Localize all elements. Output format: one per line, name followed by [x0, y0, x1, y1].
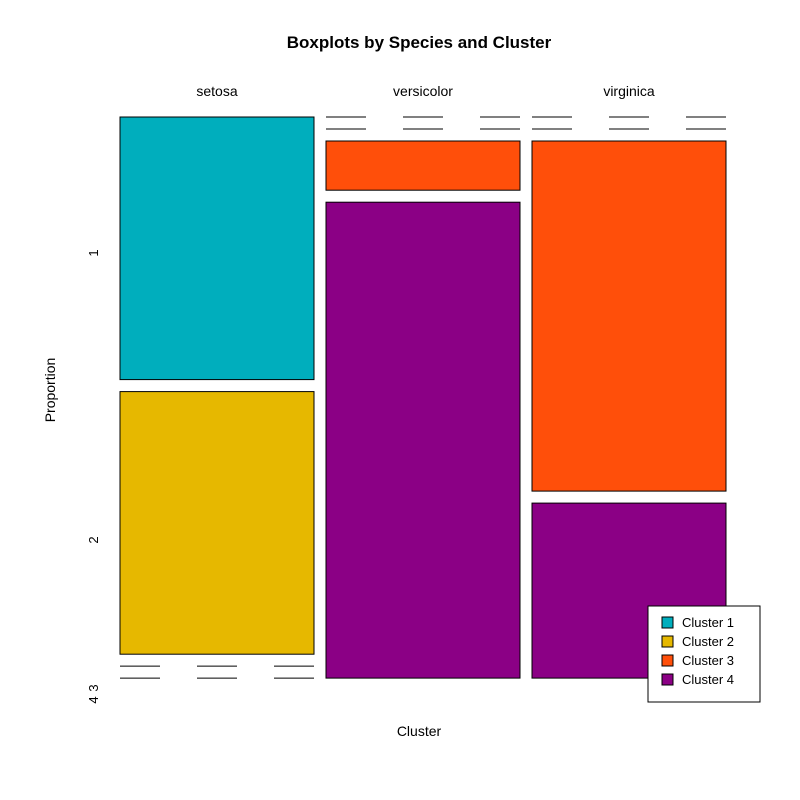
y-tick-label-3: 3: [86, 684, 101, 691]
legend-label-2: Cluster 2: [682, 634, 734, 649]
tile-versicolor-cluster-4: [325, 201, 521, 679]
tile-versicolor-cluster-3: [325, 140, 521, 191]
y-axis-label: Proportion: [42, 358, 58, 423]
column-label-setosa: setosa: [196, 83, 237, 99]
legend-swatch-2: [661, 635, 674, 648]
legend-swatch-3: [661, 654, 674, 667]
plot-area: [119, 116, 727, 679]
legend-label-1: Cluster 1: [682, 615, 734, 630]
legend-label-4: Cluster 4: [682, 672, 734, 687]
legend-swatch-4: [661, 673, 674, 686]
legend: Cluster 1 Cluster 2 Cluster 3 Cluster 4: [647, 605, 761, 703]
column-label-versicolor: versicolor: [393, 83, 453, 99]
chart-title: Boxplots by Species and Cluster: [287, 33, 552, 52]
y-tick-label-2: 2: [86, 536, 101, 543]
x-axis-label: Cluster: [397, 723, 442, 739]
tile-setosa-cluster-1: [119, 116, 315, 381]
column-label-virginica: virginica: [603, 83, 655, 99]
y-tick-label-4: 4: [86, 696, 101, 703]
legend-box: [647, 605, 761, 703]
tile-setosa-cluster-2: [119, 391, 315, 655]
legend-label-3: Cluster 3: [682, 653, 734, 668]
y-tick-label-1: 1: [86, 249, 101, 256]
column-labels: setosa versicolor virginica: [196, 83, 655, 99]
tile-virginica-cluster-3: [531, 140, 727, 492]
legend-swatch-1: [661, 616, 674, 629]
y-tick-labels: 1 2 3 4: [86, 249, 101, 703]
